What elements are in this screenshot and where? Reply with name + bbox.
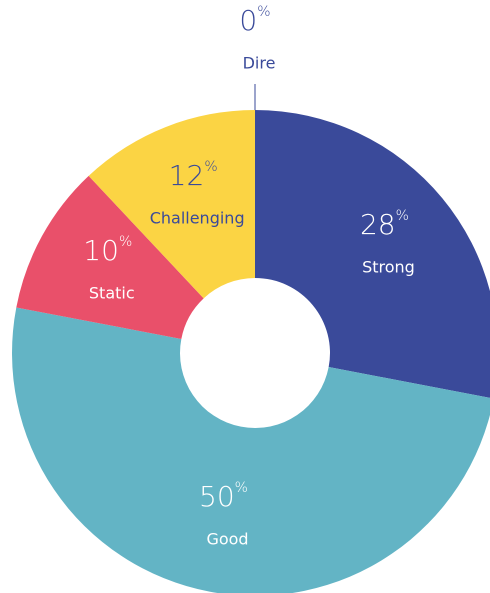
value-number: 12: [169, 159, 205, 192]
donut-slice: [12, 307, 490, 593]
category-label: Strong: [362, 257, 415, 276]
value-unit: %: [119, 234, 132, 250]
value-unit: %: [204, 159, 217, 175]
value-label: 10%: [83, 234, 132, 267]
value-unit: %: [396, 208, 409, 224]
value-label: 28%: [360, 208, 409, 241]
donut-slice: [16, 175, 204, 339]
value-label: 50%: [199, 480, 248, 513]
donut-slice: [88, 110, 255, 299]
value-unit: %: [235, 480, 248, 496]
value-number: 28: [360, 208, 396, 241]
category-label: Dire: [243, 54, 276, 73]
category-label: Static: [89, 284, 135, 303]
category-label: Good: [206, 530, 248, 549]
value-number: 10: [83, 234, 119, 267]
value-label: 0%: [239, 4, 270, 37]
value-unit: %: [257, 4, 270, 20]
value-number: 50: [199, 480, 235, 513]
category-label: Challenging: [150, 208, 245, 227]
donut-slice: [255, 110, 490, 398]
value-label: 12%: [169, 159, 218, 192]
value-number: 0: [239, 4, 257, 37]
